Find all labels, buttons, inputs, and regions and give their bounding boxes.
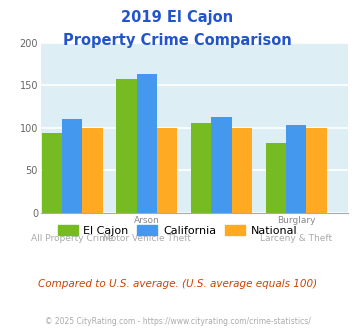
Text: 2019 El Cajon: 2019 El Cajon — [121, 10, 234, 25]
Text: Motor Vehicle Theft: Motor Vehicle Theft — [103, 234, 191, 243]
Bar — [42, 133, 62, 213]
Bar — [306, 128, 327, 213]
Bar — [286, 125, 306, 213]
Text: Burglary: Burglary — [277, 216, 316, 225]
Bar — [62, 119, 82, 213]
Text: Larceny & Theft: Larceny & Theft — [260, 234, 332, 243]
Bar — [137, 74, 157, 213]
Bar — [266, 143, 286, 213]
Bar — [82, 128, 103, 213]
Text: © 2025 CityRating.com - https://www.cityrating.com/crime-statistics/: © 2025 CityRating.com - https://www.city… — [45, 317, 310, 326]
Text: Property Crime Comparison: Property Crime Comparison — [63, 33, 292, 48]
Bar — [116, 80, 137, 213]
Bar — [232, 128, 252, 213]
Bar — [191, 123, 212, 213]
Text: Compared to U.S. average. (U.S. average equals 100): Compared to U.S. average. (U.S. average … — [38, 279, 317, 289]
Bar — [157, 128, 177, 213]
Bar — [212, 117, 232, 213]
Legend: El Cajon, California, National: El Cajon, California, National — [53, 221, 302, 240]
Text: All Property Crime: All Property Crime — [31, 234, 114, 243]
Text: Arson: Arson — [134, 216, 160, 225]
